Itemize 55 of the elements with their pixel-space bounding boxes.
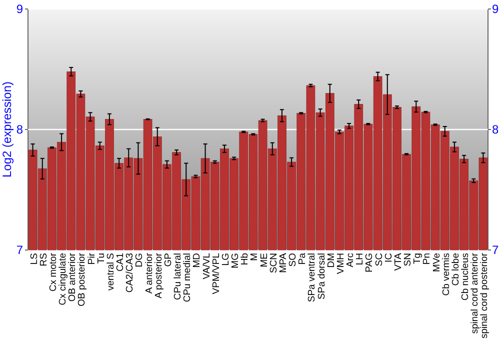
x-tick-label: Pir xyxy=(86,253,98,265)
x-tick-label: Cx cingulate xyxy=(58,253,69,306)
x-tick-label: A anterior xyxy=(144,253,155,294)
x-tick-label: Tg xyxy=(412,253,424,264)
x-tick-label: A posterior xyxy=(153,253,164,298)
x-tick-label: GP xyxy=(162,253,174,267)
x-tick-label: MPA xyxy=(278,252,289,273)
x-tick-label: MVe xyxy=(431,253,442,272)
x-tick-label: LH xyxy=(354,252,366,266)
x-tick-label: spinal cord posterior xyxy=(479,253,490,339)
x-tick-label: LG xyxy=(220,253,232,266)
x-tick-label: Arc xyxy=(345,252,356,268)
y-tick-label: 7 xyxy=(16,243,24,258)
x-tick-label: VMH xyxy=(335,252,346,274)
x-tick-label: VTA xyxy=(392,252,404,271)
x-tick-label: SN xyxy=(402,252,414,266)
x-tick-label: CPu lateral xyxy=(172,253,184,300)
x-tick-label: Cb nucleus xyxy=(460,252,472,301)
x-tick-label: OB posterior xyxy=(76,253,88,306)
x-tick-label: VA/VL xyxy=(201,253,212,280)
x-tick-label: LS xyxy=(28,253,40,265)
x-tick-label: Cb lobe xyxy=(450,253,462,286)
x-tick-label: RS xyxy=(38,253,50,266)
x-tick-label: SPa dorsal xyxy=(316,253,328,300)
x-tick-label: ME xyxy=(258,253,270,268)
x-tick-label: MG xyxy=(230,253,242,268)
x-tick-label: SPa ventral xyxy=(306,253,318,302)
x-tick-label: M xyxy=(249,252,260,261)
x-tick-label: DM xyxy=(326,252,337,268)
x-tick-label: PAG xyxy=(364,253,376,272)
x-tick-label: Cx motor xyxy=(48,253,59,292)
x-tick-label: SCN xyxy=(268,252,280,274)
y2-tick-label: 8 xyxy=(492,122,499,137)
x-tick-label: Cb vermis xyxy=(440,252,452,296)
x-tick-label: MD xyxy=(192,252,203,268)
x-tick-label: Tu xyxy=(96,253,107,264)
x-tick-label: CPu medial xyxy=(182,253,194,302)
x-tick-label: ventral S xyxy=(105,253,116,290)
x-tick-label: CA1 xyxy=(115,253,126,272)
x-tick-label: CA2/CA3 xyxy=(124,253,136,293)
x-tick-label: IC xyxy=(383,252,394,262)
x-tick-label: Pa xyxy=(297,252,308,265)
y-axis-title: Log2 (expression) xyxy=(0,81,14,178)
x-tick-label: SC xyxy=(374,252,385,266)
y-tick-label: 9 xyxy=(16,2,24,16)
x-tick-label: SO xyxy=(288,253,299,267)
x-tick-label: spinal cord anterior xyxy=(470,253,481,334)
y2-tick-label: 9 xyxy=(492,2,499,16)
y-tick-label: 8 xyxy=(16,122,24,137)
x-tick-label: VPM/VPL xyxy=(210,253,222,294)
x-tick-label: Hb xyxy=(240,253,251,266)
y2-tick-label: 7 xyxy=(492,243,499,258)
x-tick-label: DG xyxy=(134,253,146,268)
x-tick-label: Pn xyxy=(422,253,433,265)
x-tick-label: OB anterior xyxy=(67,253,78,302)
